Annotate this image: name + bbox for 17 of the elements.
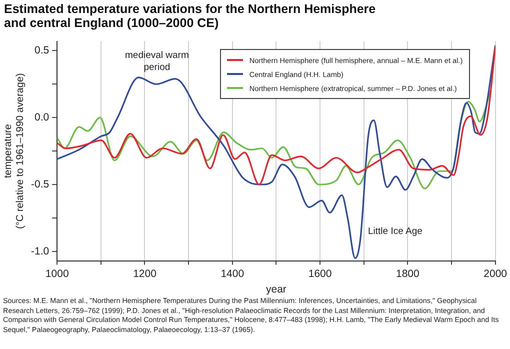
y-axis-title: temperature (°C relative to 1961–1990 average) <box>2 73 26 229</box>
x-tick-label: 2000 <box>484 268 508 280</box>
y-tick-label: 0.5 <box>34 44 50 57</box>
annotation: Little Ice Age <box>368 226 422 238</box>
x-tick-label: 1800 <box>396 268 420 280</box>
x-tick-label: 1400 <box>220 268 244 280</box>
line-series <box>57 44 496 259</box>
line-series <box>57 46 496 186</box>
y-tick-label: -0.5 <box>31 178 50 190</box>
chart-title: Estimated temperature variations for the Northern Hemisphere and central England (1000–2000 CE) <box>4 2 377 30</box>
y-tick-label: 0.0 <box>34 111 50 124</box>
annotation: medieval warm period <box>125 50 189 74</box>
x-axis-title: year <box>266 284 287 296</box>
x-tick-label: 1200 <box>133 268 157 280</box>
y-tick-label: -1.0 <box>31 245 50 258</box>
x-tick-label: 1000 <box>45 268 69 280</box>
x-tick-label: 1600 <box>308 268 332 280</box>
